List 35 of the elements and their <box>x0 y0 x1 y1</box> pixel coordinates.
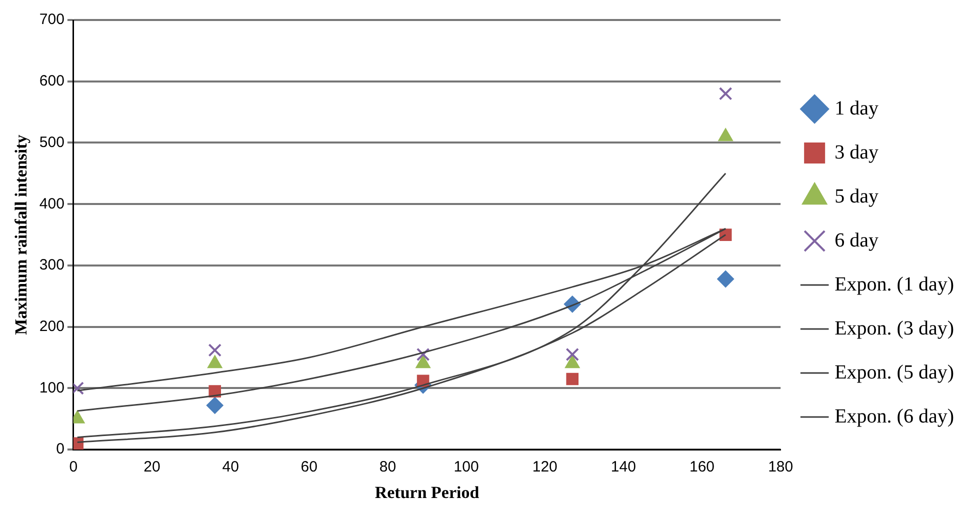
point <box>206 396 224 414</box>
y-tick-label: 700 <box>39 11 64 28</box>
legend-label: Expon. (1 day) <box>834 273 954 296</box>
legend-label: 1 day <box>834 97 878 120</box>
y-tick-label: 0 <box>56 440 64 458</box>
legend-label: 3 day <box>834 141 878 164</box>
y-tick-label: 500 <box>39 134 64 151</box>
x-tick-label: 80 <box>379 458 396 476</box>
y-tick-label: 600 <box>39 72 64 90</box>
x-tick-label: 40 <box>222 458 239 476</box>
legend-label: Expon. (6 day) <box>834 405 954 428</box>
legend-label: Expon. (5 day) <box>834 361 954 384</box>
x-tick-label: 20 <box>144 458 160 476</box>
y-tick-label: 400 <box>39 195 64 212</box>
x-axis-title: Return Period <box>374 483 480 502</box>
x-tick-label: 160 <box>689 458 715 476</box>
y-tick-label: 200 <box>39 318 64 335</box>
point <box>717 270 734 288</box>
point <box>208 344 222 357</box>
x-tick-label: 120 <box>532 458 558 476</box>
legend-label: 6 day <box>834 229 878 252</box>
legend-label: 5 day <box>834 185 878 208</box>
y-tick-label: 300 <box>39 256 64 274</box>
x-tick-label: 0 <box>69 458 78 476</box>
point <box>566 348 580 362</box>
x-tick-label: 100 <box>454 458 479 476</box>
x-tick-label: 180 <box>768 458 794 476</box>
x-tick-label: 60 <box>300 458 318 476</box>
x-tick-label: 140 <box>610 458 636 476</box>
point <box>566 372 579 386</box>
legend-label: Expon. (3 day) <box>834 317 954 340</box>
point <box>416 348 430 362</box>
y-axis-title: Maximum rainfall intensity <box>12 134 31 335</box>
y-tick-label: 100 <box>39 379 64 396</box>
point <box>718 86 732 100</box>
